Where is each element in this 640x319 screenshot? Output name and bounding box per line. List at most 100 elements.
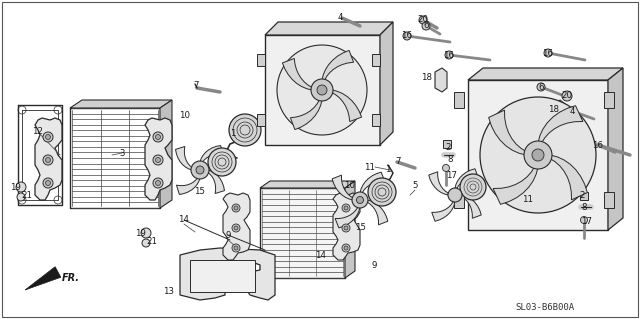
Text: SL03-B6B00A: SL03-B6B00A — [515, 303, 575, 313]
Polygon shape — [265, 35, 380, 145]
Circle shape — [232, 244, 240, 252]
Circle shape — [580, 217, 588, 224]
Polygon shape — [207, 170, 225, 194]
Polygon shape — [200, 145, 223, 162]
Bar — [372, 54, 380, 66]
Text: 8: 8 — [447, 155, 452, 165]
Text: FR.: FR. — [62, 273, 80, 283]
Circle shape — [537, 83, 545, 91]
Polygon shape — [223, 193, 250, 260]
Text: 7: 7 — [396, 158, 401, 167]
Text: 4: 4 — [337, 13, 343, 23]
Polygon shape — [177, 178, 200, 195]
Circle shape — [568, 107, 576, 115]
Text: 8: 8 — [581, 203, 587, 211]
Circle shape — [448, 188, 462, 202]
Circle shape — [17, 193, 25, 201]
Bar — [257, 114, 265, 126]
Circle shape — [445, 51, 453, 59]
Text: 1: 1 — [385, 166, 391, 174]
Circle shape — [45, 135, 51, 139]
Bar — [443, 140, 451, 148]
Circle shape — [43, 178, 53, 188]
Text: 16: 16 — [401, 32, 413, 41]
Polygon shape — [332, 175, 353, 200]
Text: 13: 13 — [163, 287, 175, 296]
Polygon shape — [190, 260, 255, 292]
Text: 21: 21 — [147, 238, 157, 247]
Text: 21: 21 — [22, 191, 33, 201]
Polygon shape — [145, 118, 172, 200]
Polygon shape — [455, 169, 478, 188]
Polygon shape — [335, 207, 360, 228]
Polygon shape — [489, 110, 527, 155]
Circle shape — [419, 16, 427, 24]
Polygon shape — [468, 80, 608, 230]
Polygon shape — [260, 181, 355, 188]
Bar — [454, 192, 464, 208]
Text: 18: 18 — [422, 73, 433, 83]
Text: 16: 16 — [543, 48, 554, 57]
Polygon shape — [35, 118, 62, 200]
Text: 9: 9 — [371, 262, 377, 271]
Polygon shape — [282, 58, 312, 90]
Text: 10: 10 — [344, 181, 355, 189]
Circle shape — [142, 239, 150, 247]
Circle shape — [196, 166, 204, 174]
Bar — [580, 192, 588, 200]
Polygon shape — [260, 188, 345, 278]
Polygon shape — [175, 146, 193, 170]
Circle shape — [356, 197, 364, 204]
Text: 16: 16 — [444, 50, 454, 60]
Circle shape — [562, 91, 572, 101]
Text: 4: 4 — [569, 107, 575, 115]
Circle shape — [277, 45, 367, 135]
Text: 5: 5 — [412, 181, 418, 189]
Polygon shape — [333, 193, 360, 260]
Circle shape — [232, 204, 240, 212]
Polygon shape — [360, 172, 385, 193]
Circle shape — [43, 155, 53, 165]
Text: 2: 2 — [579, 190, 585, 199]
Polygon shape — [180, 248, 275, 300]
Circle shape — [524, 141, 552, 169]
Polygon shape — [322, 50, 353, 80]
Circle shape — [229, 114, 261, 146]
Circle shape — [156, 158, 161, 162]
Polygon shape — [429, 172, 448, 195]
Polygon shape — [291, 100, 322, 130]
Text: 10: 10 — [179, 112, 191, 121]
Circle shape — [344, 206, 348, 210]
Text: 11: 11 — [522, 196, 534, 204]
Circle shape — [344, 226, 348, 230]
Text: 11: 11 — [365, 162, 376, 172]
Circle shape — [368, 178, 396, 206]
Circle shape — [232, 224, 240, 232]
Circle shape — [153, 178, 163, 188]
Circle shape — [208, 148, 236, 176]
Text: 2: 2 — [445, 143, 451, 152]
Circle shape — [153, 155, 163, 165]
Circle shape — [317, 85, 327, 95]
Text: 18: 18 — [548, 105, 559, 114]
Circle shape — [544, 49, 552, 57]
Circle shape — [532, 149, 544, 161]
Circle shape — [234, 246, 238, 250]
Circle shape — [311, 79, 333, 101]
Polygon shape — [538, 106, 583, 144]
Polygon shape — [608, 68, 623, 230]
Polygon shape — [493, 167, 538, 204]
Polygon shape — [550, 155, 588, 200]
Circle shape — [16, 182, 26, 192]
Polygon shape — [435, 68, 447, 92]
Text: 6: 6 — [538, 83, 544, 92]
Text: 1: 1 — [230, 129, 236, 137]
Text: 7: 7 — [193, 80, 199, 90]
Circle shape — [442, 165, 449, 172]
Text: 16: 16 — [593, 140, 604, 150]
Circle shape — [342, 224, 350, 232]
Circle shape — [480, 97, 596, 213]
Text: 20: 20 — [561, 92, 573, 100]
Text: 15: 15 — [195, 188, 205, 197]
Polygon shape — [461, 195, 481, 218]
